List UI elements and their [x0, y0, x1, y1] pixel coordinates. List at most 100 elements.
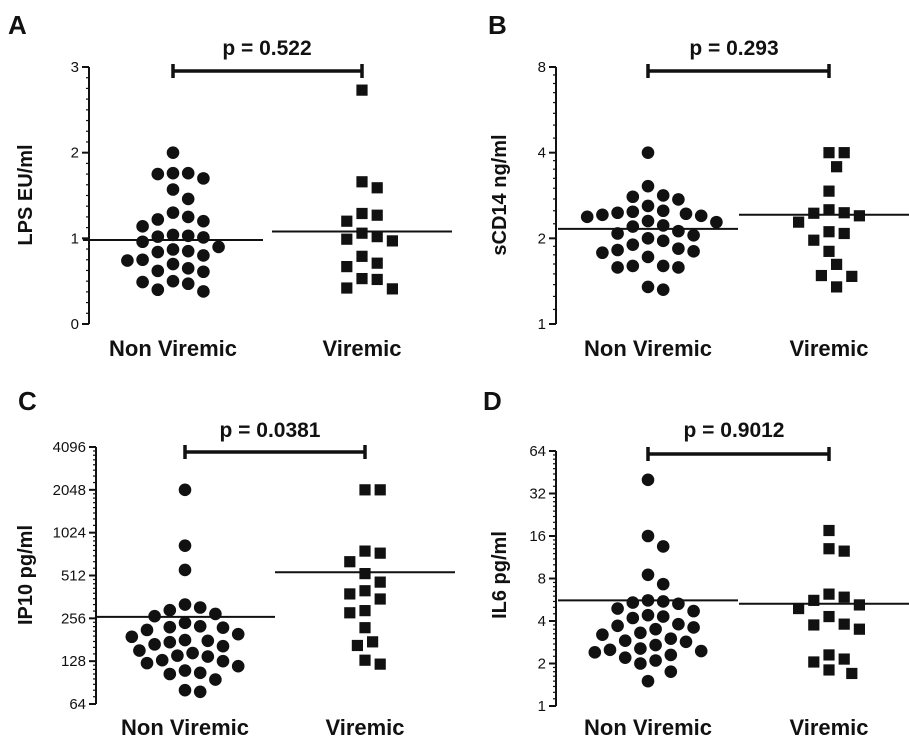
data-point-circle [163, 620, 177, 634]
data-point-square [853, 210, 865, 222]
data-point-square [823, 524, 835, 537]
data-point-square [808, 619, 820, 631]
data-point-circle [166, 274, 180, 288]
data-point-circle [151, 264, 165, 278]
data-point-circle [193, 620, 207, 633]
data-point-square [838, 227, 850, 240]
y-tick-label: 4 [538, 613, 546, 630]
panel-d: D IL6 pg/ml 1 2 4 8 16 32 64 p = 0.9012 Non Vi… [483, 386, 909, 740]
data-point-square [356, 207, 368, 220]
data-point-square [823, 185, 835, 197]
data-point-circle [197, 285, 210, 298]
data-point-square [359, 654, 371, 666]
data-point-square [823, 204, 835, 216]
y-axis-c: 64 128 256 512 1024 2048 4096 [53, 439, 97, 713]
y-axis-label-c: IP10 pg/ml [15, 525, 37, 625]
data-point-circle [166, 146, 180, 159]
data-point-circle [201, 650, 215, 663]
data-point-circle [166, 206, 180, 219]
data-point-circle [649, 654, 662, 667]
data-point-square [838, 653, 850, 665]
data-point-square [853, 623, 865, 635]
data-point-square [831, 258, 843, 270]
data-point-circle [694, 209, 708, 223]
data-point-square [823, 245, 835, 257]
data-point-circle [611, 206, 624, 220]
y-tick-label: 512 [61, 568, 86, 585]
data-point-circle [125, 630, 139, 644]
data-point-square [838, 147, 850, 159]
data-point-circle [626, 259, 640, 273]
data-point-square [823, 588, 835, 600]
data-point-circle [231, 659, 245, 673]
data-point-circle [178, 616, 192, 630]
data-point-circle [656, 259, 670, 273]
significance-bracket-b [646, 64, 831, 78]
data-point-circle [178, 664, 192, 677]
data-point-circle [596, 208, 609, 222]
data-point-square [374, 658, 386, 670]
y-tick-label: 64 [69, 696, 86, 713]
data-point-circle [178, 483, 192, 497]
y-tick-label: 1 [71, 230, 79, 247]
p-value-c: p = 0.0381 [220, 419, 321, 442]
data-point-circle [216, 639, 230, 653]
data-point-circle [151, 283, 165, 297]
mean-lines-d [558, 599, 909, 605]
data-point-square [371, 273, 383, 286]
data-point-circle [140, 623, 154, 637]
data-point-circle [710, 215, 723, 229]
data-point-square [359, 622, 371, 634]
data-point-circle [186, 646, 199, 660]
data-point-circle [656, 610, 670, 623]
data-point-circle [656, 189, 670, 202]
data-point-square [356, 250, 368, 262]
data-point-circle [136, 220, 149, 233]
data-point-circle [641, 473, 655, 487]
p-value-b: p = 0.293 [689, 37, 778, 60]
category-label-viremic-d: Viremic [789, 715, 868, 740]
data-point-circle [178, 539, 192, 552]
data-point-circle [664, 648, 678, 662]
y-axis-label-d: IL6 pg/ml [489, 531, 511, 619]
data-point-circle [166, 257, 180, 271]
data-point-circle [626, 611, 640, 625]
data-point-circle [197, 231, 210, 244]
data-point-square [846, 667, 858, 680]
y-tick-label: 32 [529, 486, 546, 503]
data-point-square [341, 261, 353, 273]
data-point-circle [178, 563, 192, 577]
data-point-circle [672, 224, 685, 238]
data-point-square [356, 176, 368, 188]
data-point-circle [140, 656, 154, 670]
data-point-circle [133, 644, 146, 657]
data-point-circle [641, 179, 655, 193]
data-point-square [386, 283, 398, 295]
data-point-circle [656, 577, 670, 591]
data-point-circle [672, 617, 685, 631]
data-point-square [793, 216, 805, 228]
data-point-circle [641, 674, 655, 688]
data-point-circle [641, 568, 655, 582]
data-point-circle [155, 653, 169, 667]
data-point-square [371, 209, 383, 221]
data-point-circle [580, 210, 594, 224]
panel-letter-b: B [488, 10, 507, 40]
data-point-circle [178, 598, 192, 611]
p-value-a: p = 0.522 [222, 37, 311, 60]
category-label-non-viremic-b: Non Viremic [584, 336, 712, 361]
data-point-square [344, 588, 356, 600]
data-point-square [374, 576, 386, 588]
data-point-square [341, 282, 353, 294]
y-tick-label: 2 [538, 230, 546, 247]
data-point-circle [656, 219, 670, 232]
data-point-square [853, 599, 865, 611]
data-point-square [374, 593, 386, 605]
data-point-square [359, 484, 371, 496]
panel-c: C IP10 pg/ml 64 128 256 512 1024 2048 4096 p =… [15, 386, 455, 740]
data-point-square [808, 234, 820, 246]
data-points-a [121, 84, 398, 298]
y-tick-label: 0 [71, 316, 79, 333]
data-point-circle [687, 228, 700, 242]
data-point-circle [209, 673, 222, 686]
